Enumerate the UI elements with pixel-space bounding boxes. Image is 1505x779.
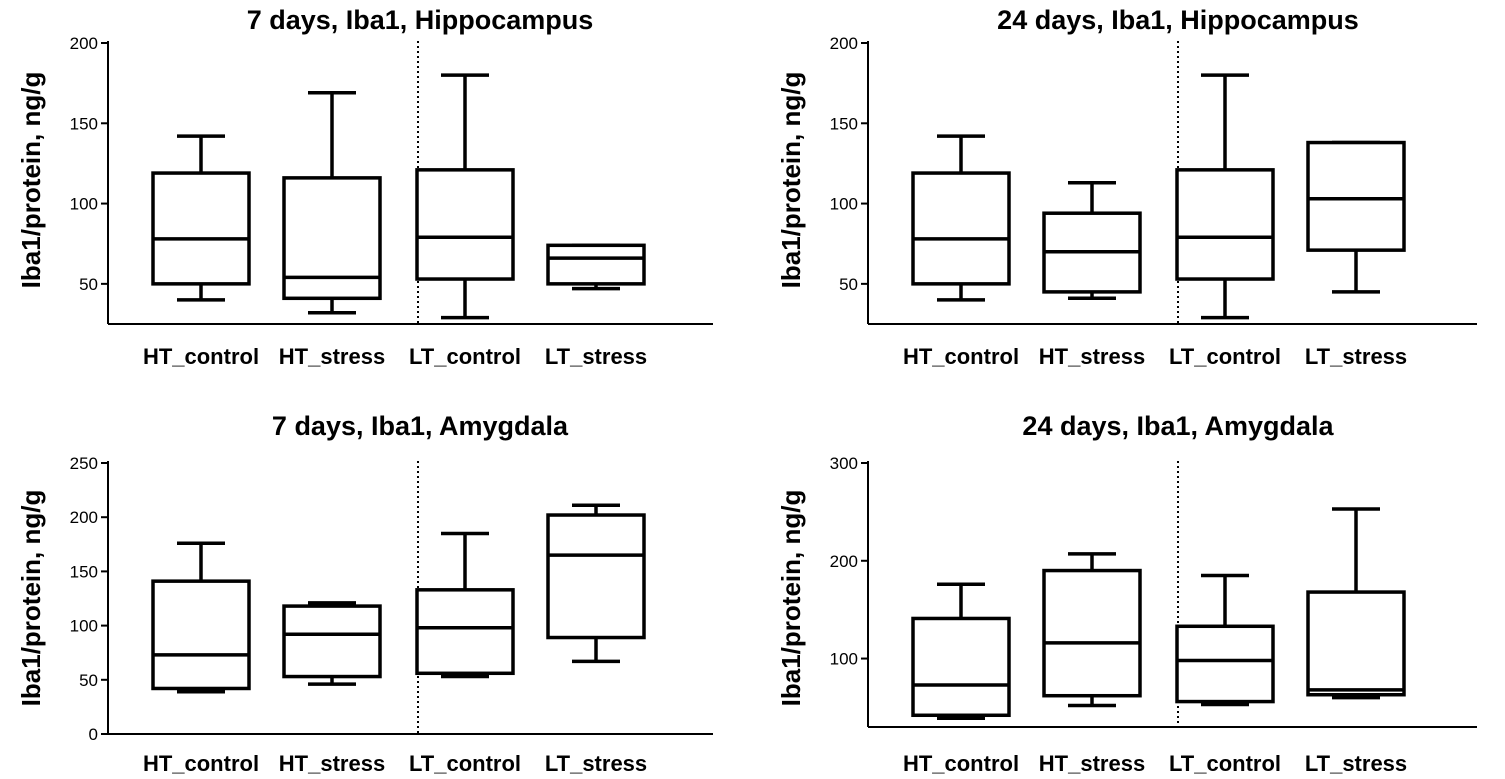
y-tick-label: 300 [830,454,858,473]
box-HT_stress [1042,552,1142,708]
iqr-box [911,171,1011,286]
chart-panel-1: 7 days, Iba1, Hippocampus Iba1/protein, n… [16,5,713,369]
chart-panel-2: 24 days, Iba1, Hippocampus Iba1/protein, … [776,5,1477,369]
y-tick-label: 150 [70,562,98,581]
box-HT_control [151,541,251,694]
iqr-box [415,168,515,281]
iqr-box [1306,140,1406,252]
chart-title: 7 days, Iba1, Amygdala [272,411,569,441]
category-label: HT_stress [279,751,385,776]
category-label: LT_control [1169,751,1281,776]
box-LT_control [1175,73,1275,320]
box-LT_control [1175,573,1275,707]
y-tick-label: 50 [839,275,858,294]
y-axis-label: Iba1/protein, ng/g [16,490,46,707]
category-label: HT_control [143,344,259,369]
y-tick-label: 100 [830,650,858,669]
box-HT_control [151,134,251,302]
box-LT_control [415,531,515,679]
category-label: HT_control [903,751,1019,776]
iqr-box [546,513,646,640]
category-label: LT_control [1169,344,1281,369]
category-label: HT_stress [1039,344,1145,369]
iqr-box [911,616,1011,718]
box-LT_stress [1306,507,1406,700]
chart-title: 24 days, Iba1, Amygdala [1022,411,1334,441]
iqr-box [282,604,382,679]
y-tick-label: 200 [830,552,858,571]
iqr-box [1175,168,1275,281]
y-tick-label: 50 [79,275,98,294]
category-label: LT_stress [1305,751,1407,776]
box-HT_stress [282,601,382,686]
category-label: HT_control [903,344,1019,369]
iqr-box [151,171,251,286]
y-axis-label: Iba1/protein, ng/g [776,490,806,707]
iqr-box [151,579,251,691]
y-tick-label: 250 [70,454,98,473]
y-tick-label: 200 [830,34,858,53]
y-tick-label: 50 [79,671,98,690]
category-label: LT_stress [545,344,647,369]
chart-panel-3: 7 days, Iba1, Amygdala Iba1/protein, ng/g… [16,411,713,776]
iqr-box [1042,568,1142,698]
y-tick-label: 150 [830,114,858,133]
category-label: HT_control [143,751,259,776]
chart-title: 7 days, Iba1, Hippocampus [247,5,594,35]
iqr-box [1306,590,1406,697]
category-label: LT_stress [1305,344,1407,369]
box-LT_stress [546,243,646,291]
category-label: HT_stress [279,344,385,369]
box-LT_stress [546,503,646,664]
y-tick-label: 200 [70,508,98,527]
box-LT_control [415,73,515,320]
y-tick-label: 100 [70,617,98,636]
iqr-box [1175,624,1275,704]
y-axis-label: Iba1/protein, ng/g [776,72,806,289]
y-axis-label: Iba1/protein, ng/g [16,72,46,289]
y-tick-label: 150 [70,114,98,133]
category-label: HT_stress [1039,751,1145,776]
box-HT_control [911,134,1011,302]
box-HT_stress [282,91,382,315]
y-tick-label: 100 [830,195,858,214]
y-tick-label: 200 [70,34,98,53]
iqr-box [546,243,646,286]
iqr-box [282,176,382,301]
box-HT_control [911,582,1011,720]
category-label: LT_control [409,751,521,776]
y-tick-label: 0 [89,725,98,744]
category-label: LT_stress [545,751,647,776]
box-LT_stress [1306,140,1406,294]
chart-panel-4: 24 days, Iba1, Amygdala Iba1/protein, ng/… [776,411,1477,776]
category-label: LT_control [409,344,521,369]
chart-title: 24 days, Iba1, Hippocampus [997,5,1359,35]
iqr-box [415,588,515,676]
box-HT_stress [1042,180,1142,301]
y-tick-label: 100 [70,195,98,214]
